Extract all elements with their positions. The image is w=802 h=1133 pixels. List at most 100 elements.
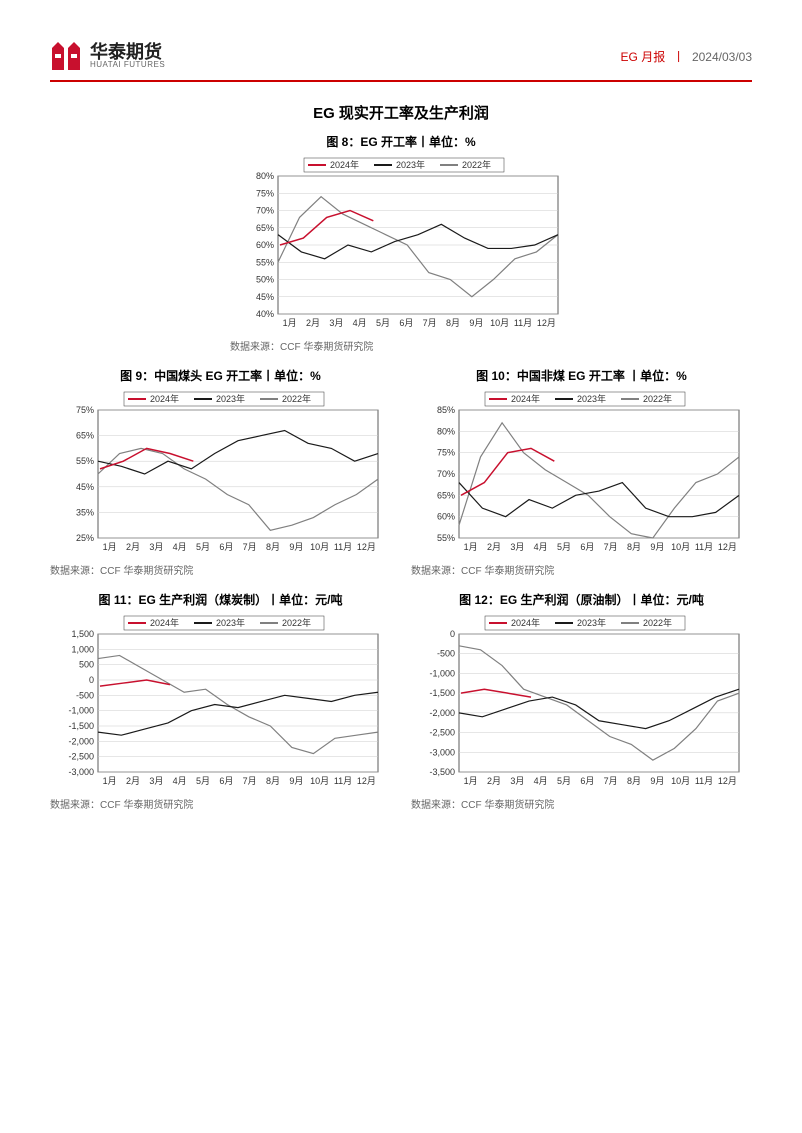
svg-text:11月: 11月 [333,776,351,786]
svg-text:7月: 7月 [423,318,437,328]
logo-en-text: HUATAI FUTURES [90,61,165,69]
svg-text:65%: 65% [75,431,93,441]
page-header: 华泰期货 HUATAI FUTURES EG 月报 丨 2024/03/03 [50,40,752,82]
svg-text:0: 0 [449,629,454,639]
svg-text:25%: 25% [75,533,93,543]
svg-text:45%: 45% [256,292,274,302]
svg-text:7月: 7月 [242,776,256,786]
chart-10: 图 10：中国非煤 EG 开工率 丨单位：% 55%60%65%70%75%80… [411,367,752,591]
svg-text:1月: 1月 [463,542,477,552]
svg-text:7月: 7月 [242,542,256,552]
svg-text:75%: 75% [75,405,93,415]
svg-text:75%: 75% [256,188,274,198]
svg-text:10月: 10月 [671,776,690,786]
svg-text:55%: 55% [436,533,454,543]
svg-text:2024年: 2024年 [330,159,359,170]
svg-text:4月: 4月 [172,542,186,552]
chart-8: 图 8：EG 开工率丨单位：% 40%45%50%55%60%65%70%75%… [50,133,752,353]
svg-text:12月: 12月 [356,542,375,552]
svg-text:5月: 5月 [376,318,390,328]
svg-text:9月: 9月 [289,776,303,786]
svg-text:4月: 4月 [172,776,186,786]
svg-text:80%: 80% [256,171,274,181]
logo-cn-text: 华泰期货 [90,43,165,61]
svg-text:8月: 8月 [265,542,279,552]
chart-10-source: 数据来源：CCF 华泰期货研究院 [411,562,752,577]
svg-text:55%: 55% [75,456,93,466]
chart-11-title: 图 11：EG 生产利润（煤炭制）丨单位：元/吨 [50,591,391,608]
svg-text:9月: 9月 [650,542,664,552]
svg-text:2023年: 2023年 [577,617,606,628]
svg-text:6月: 6月 [399,318,413,328]
svg-text:6月: 6月 [219,542,233,552]
svg-text:-2,500: -2,500 [68,752,94,762]
svg-text:2024年: 2024年 [511,393,540,404]
svg-text:11月: 11月 [333,542,351,552]
svg-text:2024年: 2024年 [150,617,179,628]
svg-text:65%: 65% [436,490,454,500]
svg-text:2022年: 2022年 [643,393,672,404]
header-meta: EG 月报 丨 2024/03/03 [621,48,752,65]
svg-text:2月: 2月 [486,776,500,786]
svg-text:8月: 8月 [626,542,640,552]
chart-11-source: 数据来源：CCF 华泰期货研究院 [50,796,391,811]
svg-text:4月: 4月 [353,318,367,328]
chart-12: 图 12：EG 生产利润（原油制）丨单位：元/吨 -3,500-3,000-2,… [411,591,752,825]
svg-text:9月: 9月 [469,318,483,328]
svg-text:-500: -500 [436,649,454,659]
chart-9-source: 数据来源：CCF 华泰期货研究院 [50,562,391,577]
svg-text:11月: 11月 [514,318,532,328]
chart-12-svg: -3,500-3,000-2,500-2,000-1,500-1,000-500… [417,612,747,792]
chart-9-title: 图 9：中国煤头 EG 开工率丨单位：% [50,367,391,384]
svg-text:-3,000: -3,000 [68,767,94,777]
svg-text:75%: 75% [436,448,454,458]
chart-8-svg: 40%45%50%55%60%65%70%75%80%1月2月3月4月5月6月7… [236,154,566,334]
svg-text:1月: 1月 [102,542,116,552]
svg-text:4月: 4月 [533,542,547,552]
svg-text:500: 500 [78,660,93,670]
svg-text:1,500: 1,500 [71,629,94,639]
svg-text:-3,500: -3,500 [429,767,455,777]
svg-text:2022年: 2022年 [643,617,672,628]
svg-text:10月: 10月 [671,542,690,552]
svg-text:70%: 70% [256,206,274,216]
svg-text:10月: 10月 [310,542,329,552]
svg-text:7月: 7月 [603,542,617,552]
svg-text:12月: 12月 [717,542,736,552]
svg-text:2022年: 2022年 [462,159,491,170]
svg-text:3月: 3月 [510,542,524,552]
chart-10-svg: 55%60%65%70%75%80%85%1月2月3月4月5月6月7月8月9月1… [417,388,747,558]
svg-text:12月: 12月 [356,776,375,786]
svg-text:6月: 6月 [580,542,594,552]
report-type: EG 月报 [621,50,666,64]
svg-text:2023年: 2023年 [396,159,425,170]
chart-11: 图 11：EG 生产利润（煤炭制）丨单位：元/吨 -3,000 -2,500 -2,… [50,591,391,825]
svg-text:85%: 85% [436,405,454,415]
svg-text:45%: 45% [75,482,93,492]
svg-text:1月: 1月 [102,776,116,786]
logo: 华泰期货 HUATAI FUTURES [50,40,165,72]
separator-icon: 丨 [673,50,685,64]
svg-text:11月: 11月 [694,776,712,786]
svg-text:2月: 2月 [306,318,320,328]
chart-11-svg: -3,000-2,500-2,000-1,500-1,000-50005001,… [56,612,386,792]
chart-12-source: 数据来源：CCF 华泰期货研究院 [411,796,752,811]
svg-text:8月: 8月 [265,776,279,786]
svg-text:3月: 3月 [329,318,343,328]
svg-text:35%: 35% [75,507,93,517]
svg-text:-1,500: -1,500 [68,721,94,731]
chart-8-source: 数据来源：CCF 华泰期货研究院 [230,338,752,353]
report-date: 2024/03/03 [692,50,752,64]
svg-text:65%: 65% [256,223,274,233]
svg-text:-1,500: -1,500 [429,688,455,698]
svg-text:7月: 7月 [603,776,617,786]
chart-8-title: 图 8：EG 开工率丨单位：% [50,133,752,150]
svg-text:2022年: 2022年 [282,617,311,628]
svg-text:55%: 55% [256,257,274,267]
svg-text:60%: 60% [436,512,454,522]
svg-text:2023年: 2023年 [577,393,606,404]
svg-text:-2,000: -2,000 [68,736,94,746]
chart-10-title: 图 10：中国非煤 EG 开工率 丨单位：% [411,367,752,384]
svg-text:5月: 5月 [195,542,209,552]
svg-text:8月: 8月 [626,776,640,786]
